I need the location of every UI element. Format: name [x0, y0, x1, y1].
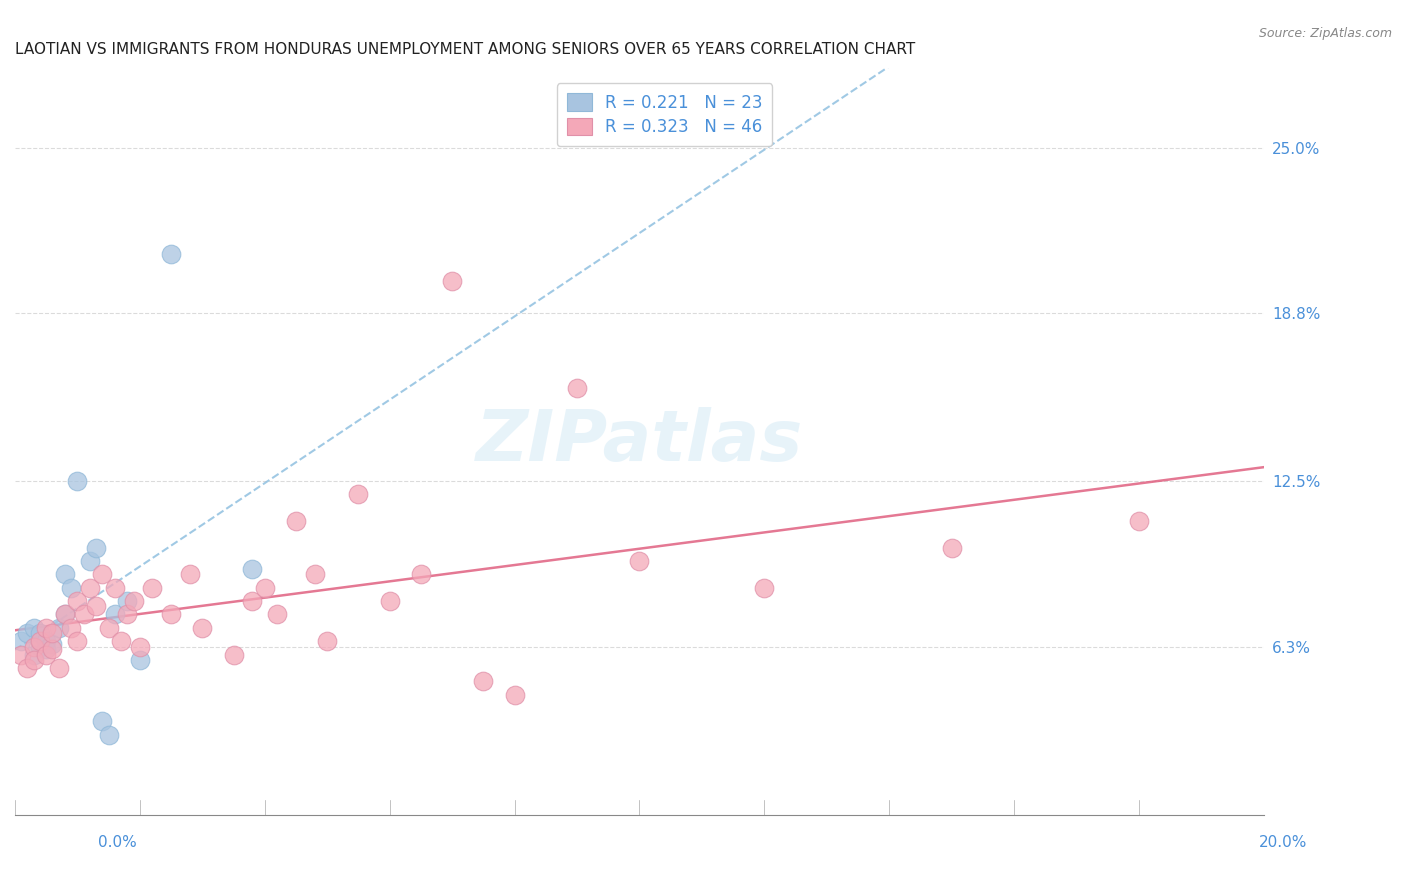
Point	[22, 648, 45, 662]
Point	[66, 594, 89, 608]
Point	[97, 727, 120, 741]
Point	[73, 607, 96, 622]
Point	[628, 554, 651, 568]
Point	[35, 634, 58, 648]
Point	[160, 247, 183, 261]
Point	[179, 567, 201, 582]
Point	[409, 567, 432, 582]
Point	[35, 648, 58, 662]
Text: Source: ZipAtlas.com: Source: ZipAtlas.com	[1258, 27, 1392, 40]
Point	[22, 640, 45, 654]
Point	[347, 487, 370, 501]
Point	[117, 607, 139, 622]
Point	[503, 688, 526, 702]
Point	[117, 594, 139, 608]
Point	[240, 594, 263, 608]
Point	[754, 581, 776, 595]
Point	[53, 607, 76, 622]
Point	[222, 648, 245, 662]
Point	[28, 626, 51, 640]
Point	[472, 674, 495, 689]
Point	[441, 274, 464, 288]
Point	[48, 661, 70, 675]
Point	[28, 640, 51, 654]
Point	[41, 637, 63, 651]
Point	[22, 653, 45, 667]
Point	[1128, 514, 1150, 528]
Legend: R = 0.221   N = 23, R = 0.323   N = 46: R = 0.221 N = 23, R = 0.323 N = 46	[557, 84, 772, 146]
Point	[66, 634, 89, 648]
Point	[129, 653, 152, 667]
Point	[191, 621, 214, 635]
Point	[253, 581, 276, 595]
Point	[91, 567, 114, 582]
Point	[266, 607, 288, 622]
Point	[378, 594, 401, 608]
Point	[104, 581, 127, 595]
Point	[60, 621, 83, 635]
Point	[84, 541, 107, 555]
Point	[48, 621, 70, 635]
Point	[316, 634, 339, 648]
Point	[10, 634, 32, 648]
Point	[91, 714, 114, 729]
Point	[104, 607, 127, 622]
Point	[84, 599, 107, 614]
Point	[240, 562, 263, 576]
Point	[17, 661, 39, 675]
Text: 20.0%: 20.0%	[1260, 836, 1308, 850]
Point	[79, 554, 101, 568]
Point	[10, 648, 32, 662]
Point	[285, 514, 308, 528]
Point	[122, 594, 145, 608]
Point	[60, 581, 83, 595]
Point	[53, 607, 76, 622]
Point	[28, 634, 51, 648]
Point	[141, 581, 163, 595]
Text: 0.0%: 0.0%	[98, 836, 138, 850]
Point	[79, 581, 101, 595]
Point	[41, 626, 63, 640]
Point	[304, 567, 326, 582]
Point	[66, 474, 89, 488]
Point	[35, 621, 58, 635]
Point	[22, 621, 45, 635]
Text: ZIPatlas: ZIPatlas	[475, 407, 803, 475]
Point	[110, 634, 132, 648]
Point	[53, 567, 76, 582]
Text: LAOTIAN VS IMMIGRANTS FROM HONDURAS UNEMPLOYMENT AMONG SENIORS OVER 65 YEARS COR: LAOTIAN VS IMMIGRANTS FROM HONDURAS UNEM…	[15, 42, 915, 57]
Point	[941, 541, 963, 555]
Point	[17, 626, 39, 640]
Point	[129, 640, 152, 654]
Point	[565, 381, 588, 395]
Point	[160, 607, 183, 622]
Point	[97, 621, 120, 635]
Point	[41, 642, 63, 657]
Point	[35, 642, 58, 657]
